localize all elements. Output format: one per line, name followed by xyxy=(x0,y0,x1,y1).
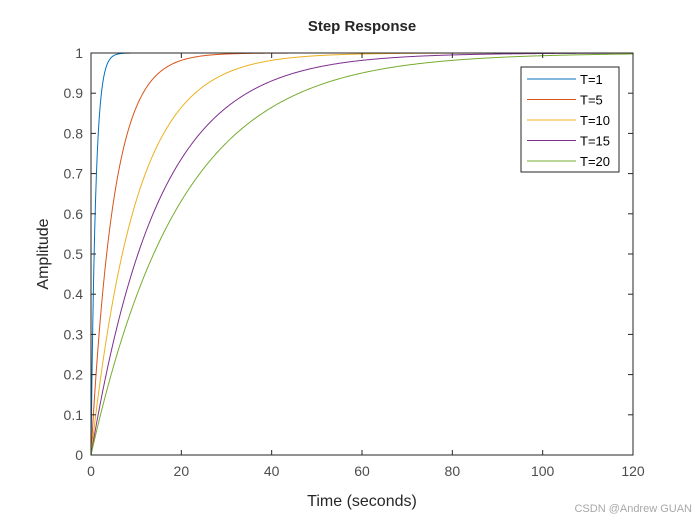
y-tick-label: 0.7 xyxy=(64,166,84,182)
y-tick-label: 0.6 xyxy=(64,206,84,222)
y-tick-label: 1 xyxy=(75,45,83,61)
x-tick-label: 120 xyxy=(621,463,645,479)
x-axis-label: Time (seconds) xyxy=(307,493,417,510)
axis-ticks xyxy=(90,52,634,456)
y-tick-label: 0.3 xyxy=(64,326,84,342)
y-tick-label: 0.9 xyxy=(64,85,84,101)
x-tick-labels: 0 20 40 60 80 100 120 xyxy=(87,463,645,479)
y-tick-label: 0 xyxy=(75,447,83,463)
y-tick-label: 0.5 xyxy=(64,246,84,262)
y-tick-label: 0.2 xyxy=(64,367,84,383)
legend[interactable]: T=1 T=5 T=10 T=15 T=20 xyxy=(520,66,620,173)
legend-label: T=15 xyxy=(580,134,610,149)
chart-title: Step Response xyxy=(308,18,416,35)
legend-label: T=20 xyxy=(580,154,610,169)
watermark: CSDN @Andrew GUAN xyxy=(574,503,692,515)
x-tick-label: 40 xyxy=(264,463,280,479)
x-tick-label: 100 xyxy=(531,463,555,479)
x-tick-label: 60 xyxy=(354,463,370,479)
legend-label: T=1 xyxy=(580,72,603,87)
legend-label: T=10 xyxy=(580,113,610,128)
x-tick-label: 80 xyxy=(445,463,461,479)
y-tick-label: 0.1 xyxy=(64,407,84,423)
y-tick-label: 0.4 xyxy=(64,286,84,302)
y-tick-label: 0.8 xyxy=(64,125,84,141)
legend-label: T=5 xyxy=(580,93,603,108)
y-tick-labels: 0 0.1 0.2 0.3 0.4 0.5 0.6 0.7 0.8 0.9 1 xyxy=(64,45,84,463)
x-tick-label: 20 xyxy=(174,463,190,479)
x-tick-label: 0 xyxy=(87,463,95,479)
y-axis-label: Amplitude xyxy=(35,218,52,289)
